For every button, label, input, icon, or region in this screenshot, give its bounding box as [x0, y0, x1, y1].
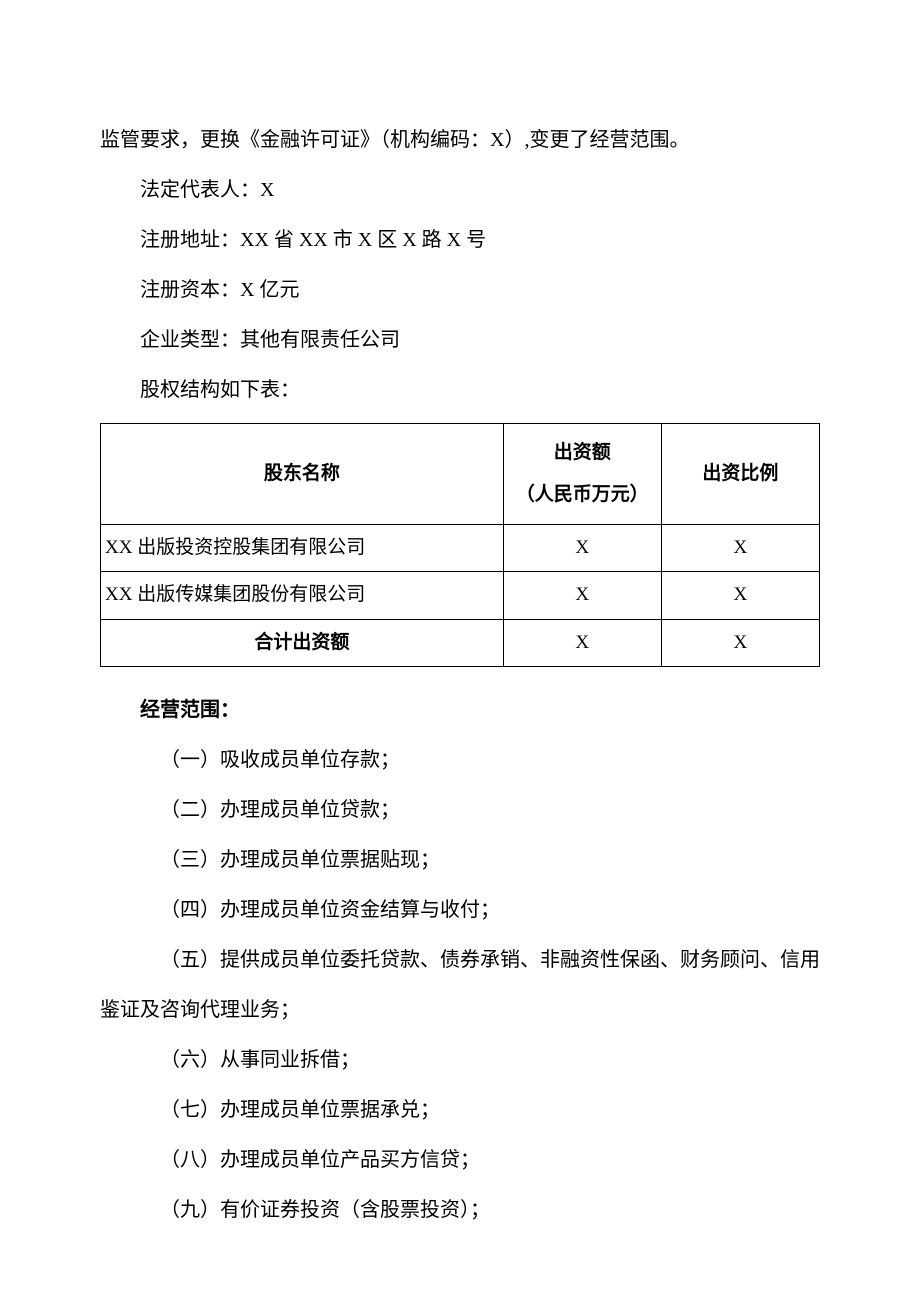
- scope-item: （二）办理成员单位贷款；: [100, 785, 820, 835]
- total-amount: X: [503, 619, 661, 667]
- total-ratio: X: [661, 619, 819, 667]
- scope-item: （一）吸收成员单位存款；: [100, 735, 820, 785]
- legal-rep-line: 法定代表人：X: [100, 165, 820, 215]
- header-amount-l1: 出资额: [554, 442, 611, 463]
- header-ratio: 出资比例: [661, 424, 819, 525]
- type-value: 其他有限责任公司: [240, 329, 400, 351]
- cell-name: XX 出版投资控股集团有限公司: [101, 524, 504, 572]
- scope-item: （八）办理成员单位产品买方信贷；: [100, 1135, 820, 1185]
- shareholder-table: 股东名称 出资额 （人民币万元） 出资比例 XX 出版投资控股集团有限公司 X …: [100, 423, 820, 667]
- scope-item: （六）从事同业拆借；: [100, 1035, 820, 1085]
- cell-name: XX 出版传媒集团股份有限公司: [101, 572, 504, 620]
- address-line: 注册地址：XX 省 XX 市 X 区 X 路 X 号: [100, 215, 820, 265]
- structure-intro: 股权结构如下表：: [100, 365, 820, 415]
- legal-rep-value: X: [260, 179, 274, 201]
- scope-item-5-line2: 鉴证及咨询代理业务；: [100, 985, 820, 1035]
- capital-label: 注册资本：: [140, 279, 240, 301]
- header-name: 股东名称: [101, 424, 504, 525]
- intro-line: 监管要求，更换《金融许可证》（机构编码：X）,变更了经营范围。: [100, 115, 820, 165]
- table-row: XX 出版传媒集团股份有限公司 X X: [101, 572, 820, 620]
- address-label: 注册地址：: [140, 229, 240, 251]
- scope-item: （七）办理成员单位票据承兑；: [100, 1085, 820, 1135]
- legal-rep-label: 法定代表人：: [140, 179, 260, 201]
- scope-item: （四）办理成员单位资金结算与收付；: [100, 885, 820, 935]
- capital-value: X 亿元: [240, 279, 299, 301]
- header-amount: 出资额 （人民币万元）: [503, 424, 661, 525]
- total-label: 合计出资额: [101, 619, 504, 667]
- table-header-row: 股东名称 出资额 （人民币万元） 出资比例: [101, 424, 820, 525]
- cell-amount: X: [503, 524, 661, 572]
- address-value: XX 省 XX 市 X 区 X 路 X 号: [240, 229, 486, 251]
- cell-amount: X: [503, 572, 661, 620]
- table-row: XX 出版投资控股集团有限公司 X X: [101, 524, 820, 572]
- scope-item: （三）办理成员单位票据贴现；: [100, 835, 820, 885]
- header-amount-l2: （人民币万元）: [516, 484, 649, 505]
- scope-item: （九）有价证券投资（含股票投资）；: [100, 1185, 820, 1235]
- scope-item-5-line1: （五）提供成员单位委托贷款、债券承销、非融资性保函、财务顾问、信用: [100, 935, 820, 985]
- type-label: 企业类型：: [140, 329, 240, 351]
- cell-ratio: X: [661, 524, 819, 572]
- scope-title: 经营范围：: [100, 685, 820, 735]
- type-line: 企业类型：其他有限责任公司: [100, 315, 820, 365]
- table-total-row: 合计出资额 X X: [101, 619, 820, 667]
- capital-line: 注册资本：X 亿元: [100, 265, 820, 315]
- cell-ratio: X: [661, 572, 819, 620]
